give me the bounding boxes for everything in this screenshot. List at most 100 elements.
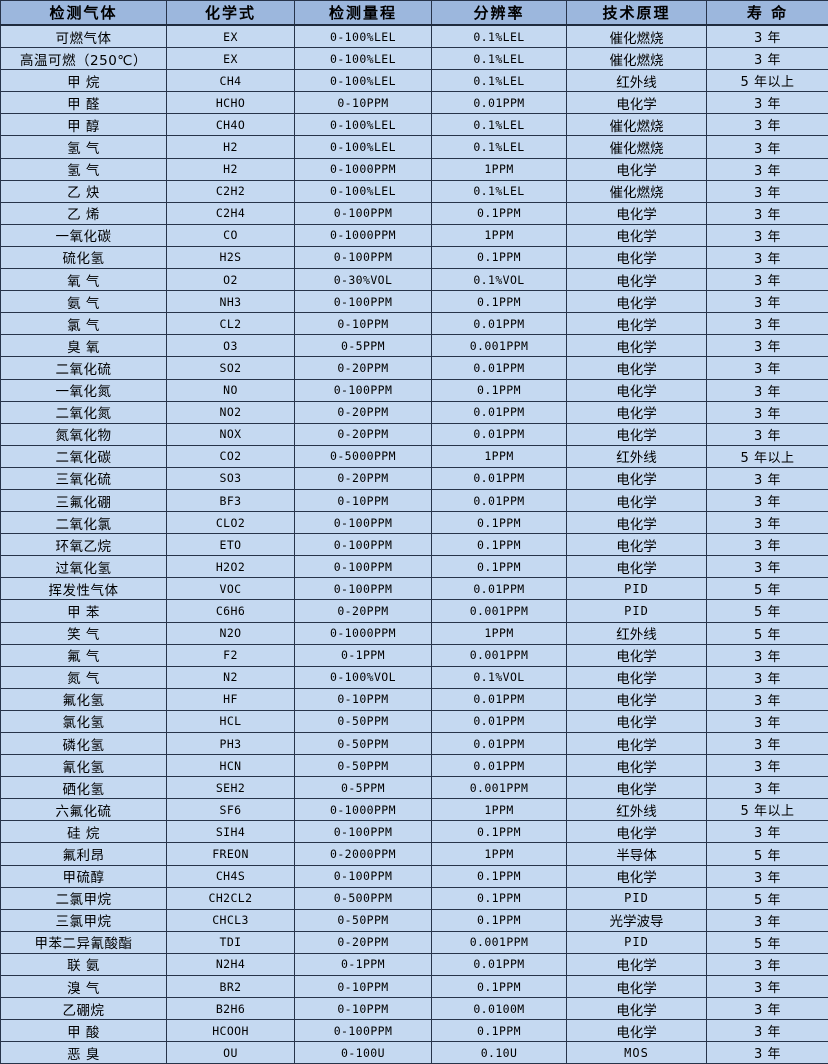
cell-tech: 电化学 <box>567 357 707 379</box>
cell-range: 0-50PPM <box>295 710 432 732</box>
cell-life: 3 年 <box>707 710 828 732</box>
cell-formula: O2 <box>167 269 295 291</box>
cell-gas: 硫化氢 <box>1 246 167 268</box>
cell-res: 0.1PPM <box>432 909 567 931</box>
cell-life: 3 年 <box>707 821 828 843</box>
cell-range: 0-100%LEL <box>295 180 432 202</box>
cell-gas: 溴 气 <box>1 976 167 998</box>
cell-formula: N2H4 <box>167 953 295 975</box>
cell-range: 0-100%LEL <box>295 25 432 48</box>
cell-life: 3 年 <box>707 136 828 158</box>
cell-range: 0-1PPM <box>295 953 432 975</box>
cell-res: 1PPM <box>432 843 567 865</box>
cell-formula: O3 <box>167 335 295 357</box>
cell-range: 0-100%VOL <box>295 666 432 688</box>
table-header-row: 检测气体 化学式 检测量程 分辨率 技术原理 寿 命 <box>1 1 828 26</box>
cell-gas: 二氧化碳 <box>1 445 167 467</box>
cell-life: 3 年 <box>707 733 828 755</box>
cell-formula: N2O <box>167 622 295 644</box>
cell-tech: 红外线 <box>567 445 707 467</box>
cell-life: 3 年 <box>707 313 828 335</box>
cell-formula: SF6 <box>167 799 295 821</box>
cell-range: 0-100PPM <box>295 556 432 578</box>
cell-range: 0-10PPM <box>295 998 432 1020</box>
cell-range: 0-50PPM <box>295 909 432 931</box>
cell-tech: 催化燃烧 <box>567 48 707 70</box>
cell-formula: H2S <box>167 246 295 268</box>
cell-life: 5 年 <box>707 843 828 865</box>
cell-tech: 电化学 <box>567 1020 707 1042</box>
cell-formula: HCHO <box>167 92 295 114</box>
cell-res: 0.01PPM <box>432 755 567 777</box>
cell-gas: 一氧化碳 <box>1 224 167 246</box>
cell-gas: 甲 醇 <box>1 114 167 136</box>
cell-tech: 电化学 <box>567 291 707 313</box>
cell-tech: 红外线 <box>567 622 707 644</box>
cell-range: 0-10PPM <box>295 688 432 710</box>
cell-life: 3 年 <box>707 755 828 777</box>
cell-res: 0.1PPM <box>432 976 567 998</box>
cell-tech: 电化学 <box>567 777 707 799</box>
cell-tech: 电化学 <box>567 335 707 357</box>
cell-res: 1PPM <box>432 622 567 644</box>
cell-gas: 氮氧化物 <box>1 423 167 445</box>
column-header-gas: 检测气体 <box>1 1 167 26</box>
cell-gas: 联 氨 <box>1 953 167 975</box>
cell-range: 0-100PPM <box>295 202 432 224</box>
cell-range: 0-100PPM <box>295 1020 432 1042</box>
cell-res: 0.1%LEL <box>432 48 567 70</box>
cell-life: 3 年 <box>707 291 828 313</box>
cell-range: 0-5000PPM <box>295 445 432 467</box>
cell-tech: PID <box>567 600 707 622</box>
cell-gas: 甲 烷 <box>1 70 167 92</box>
cell-formula: NO2 <box>167 401 295 423</box>
cell-formula: CO2 <box>167 445 295 467</box>
cell-formula: FREON <box>167 843 295 865</box>
cell-life: 3 年 <box>707 423 828 445</box>
cell-res: 0.01PPM <box>432 710 567 732</box>
cell-life: 3 年 <box>707 224 828 246</box>
cell-range: 0-1PPM <box>295 644 432 666</box>
cell-formula: H2O2 <box>167 556 295 578</box>
cell-res: 1PPM <box>432 445 567 467</box>
cell-tech: PID <box>567 931 707 953</box>
cell-tech: PID <box>567 578 707 600</box>
cell-life: 3 年 <box>707 556 828 578</box>
cell-formula: B2H6 <box>167 998 295 1020</box>
cell-res: 0.1PPM <box>432 512 567 534</box>
column-header-lifespan: 寿 命 <box>707 1 828 26</box>
cell-res: 0.01PPM <box>432 489 567 511</box>
cell-tech: 电化学 <box>567 821 707 843</box>
cell-formula: SIH4 <box>167 821 295 843</box>
cell-tech: 电化学 <box>567 865 707 887</box>
cell-tech: 电化学 <box>567 202 707 224</box>
cell-tech: 电化学 <box>567 644 707 666</box>
cell-range: 0-100PPM <box>295 865 432 887</box>
cell-range: 0-10PPM <box>295 313 432 335</box>
cell-formula: HCOOH <box>167 1020 295 1042</box>
cell-formula: H2 <box>167 158 295 180</box>
cell-formula: HCL <box>167 710 295 732</box>
cell-gas: 环氧乙烷 <box>1 534 167 556</box>
cell-life: 3 年 <box>707 92 828 114</box>
column-header-technology: 技术原理 <box>567 1 707 26</box>
cell-life: 3 年 <box>707 865 828 887</box>
cell-life: 3 年 <box>707 401 828 423</box>
cell-formula: CLO2 <box>167 512 295 534</box>
cell-range: 0-20PPM <box>295 423 432 445</box>
